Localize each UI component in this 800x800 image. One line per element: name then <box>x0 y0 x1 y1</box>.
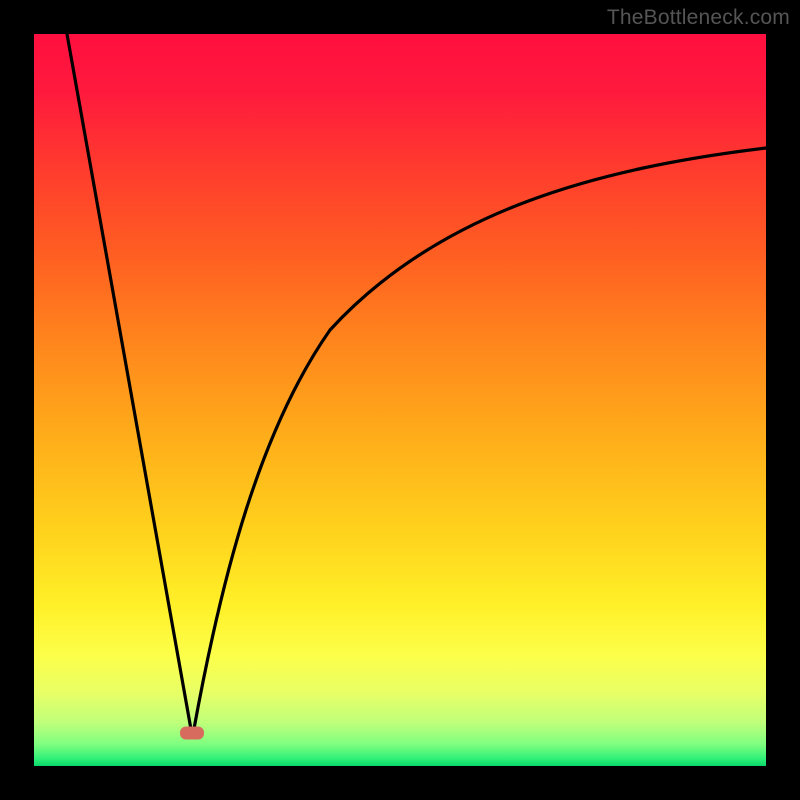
chart-plot-area <box>34 34 766 766</box>
optimal-marker <box>180 727 204 740</box>
watermark-text: TheBottleneck.com <box>607 6 790 30</box>
bottleneck-chart <box>0 0 800 800</box>
